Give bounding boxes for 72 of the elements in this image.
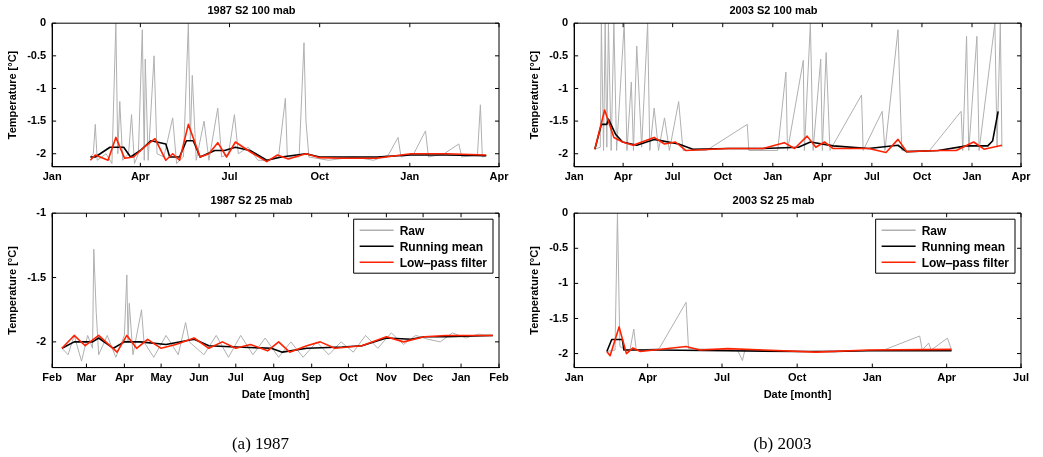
y-tick-label: -1.5 bbox=[27, 114, 47, 127]
y-tick-label: -1 bbox=[558, 276, 569, 289]
x-tick-label: Jul bbox=[1013, 371, 1029, 384]
chart-title: 2003 S2 100 mab bbox=[729, 3, 818, 16]
y-tick-label: -1.5 bbox=[27, 270, 47, 283]
y-tick-label: 0 bbox=[562, 206, 569, 219]
x-tick-label: Jul bbox=[221, 170, 238, 183]
x-tick-label: Jan bbox=[564, 371, 584, 384]
x-tick-label: Oct bbox=[310, 170, 330, 183]
y-tick-label: -2 bbox=[36, 334, 47, 347]
x-tick-label: Apr bbox=[638, 371, 658, 384]
x-tick-label: Jul bbox=[714, 371, 730, 384]
y-tick-label: -2 bbox=[558, 146, 569, 159]
y-tick-label: -1.5 bbox=[549, 311, 569, 324]
x-tick-label: Jan bbox=[862, 371, 883, 384]
x-tick-label: Nov bbox=[375, 371, 398, 384]
x-tick-label: Mar bbox=[76, 371, 97, 384]
x-tick-label: Aug bbox=[263, 371, 285, 384]
x-tick-label: Oct bbox=[912, 170, 932, 183]
y-tick-label: -1 bbox=[558, 81, 569, 94]
x-tick-label: Oct bbox=[788, 371, 807, 384]
y-tick-label: -0.5 bbox=[549, 241, 569, 254]
x-tick-label: Apr bbox=[489, 170, 510, 183]
x-tick-label: Apr bbox=[937, 371, 957, 384]
y-tick-label: -2 bbox=[558, 346, 569, 359]
y-axis-title: Temperature [°C] bbox=[527, 50, 540, 140]
x-tick-label: Dec bbox=[413, 371, 434, 384]
y-tick-label: 0 bbox=[562, 16, 569, 29]
x-axis-title: Date [month] bbox=[763, 388, 832, 401]
x-tick-label: Jul bbox=[227, 371, 244, 384]
y-tick-label: -2 bbox=[36, 146, 47, 159]
x-tick-label: Feb bbox=[42, 371, 63, 384]
y-tick-label: -1 bbox=[36, 81, 47, 94]
legend-label: Running mean bbox=[399, 239, 483, 254]
x-tick-label: Jun bbox=[189, 371, 210, 384]
legend-label: Low‒pass filter bbox=[921, 255, 1010, 270]
chart-title: 1987 S2 25 mab bbox=[210, 193, 293, 206]
legend-label: Raw bbox=[921, 223, 947, 238]
x-tick-label: Sep bbox=[301, 371, 323, 384]
text: (a) 1987 bbox=[230, 434, 291, 454]
x-tick-label: Feb bbox=[489, 371, 510, 384]
y-axis-title: Temperature [°C] bbox=[5, 245, 18, 335]
x-tick-label: Jul bbox=[863, 170, 880, 183]
y-tick-label: -0.5 bbox=[27, 48, 47, 61]
text: (b) 2003 bbox=[752, 434, 813, 454]
y-tick-label: 0 bbox=[40, 16, 47, 29]
y-tick-label: -1 bbox=[36, 206, 47, 219]
y-tick-label: -1.5 bbox=[549, 114, 569, 127]
x-tick-label: Apr bbox=[812, 170, 833, 183]
chart-title: 1987 S2 100 mab bbox=[207, 3, 296, 16]
x-tick-label: Jan bbox=[763, 170, 783, 183]
x-tick-label: Apr bbox=[130, 170, 151, 183]
y-axis-title: Temperature [°C] bbox=[5, 50, 18, 140]
legend-label: Running mean bbox=[921, 239, 1005, 254]
x-tick-label: May bbox=[150, 371, 173, 384]
x-tick-label: Jan bbox=[564, 170, 584, 183]
x-tick-label: Apr bbox=[613, 170, 634, 183]
x-tick-label: Oct bbox=[339, 371, 358, 384]
x-tick-label: Jan bbox=[400, 170, 420, 183]
x-tick-label: Apr bbox=[1011, 170, 1032, 183]
x-tick-label: Apr bbox=[114, 371, 135, 384]
x-tick-label: Jul bbox=[664, 170, 681, 183]
chart-title: 2003 S2 25 mab bbox=[732, 193, 815, 206]
x-tick-label: Jan bbox=[451, 371, 471, 384]
legend-label: Low‒pass filter bbox=[399, 255, 488, 270]
x-axis-title: Date [month] bbox=[241, 388, 310, 401]
legend-label: Raw bbox=[399, 223, 425, 238]
y-tick-label: -0.5 bbox=[549, 48, 569, 61]
x-tick-label: Oct bbox=[713, 170, 733, 183]
y-axis-title: Temperature [°C] bbox=[527, 245, 540, 335]
x-tick-label: Jan bbox=[42, 170, 62, 183]
x-tick-label: Jan bbox=[962, 170, 982, 183]
